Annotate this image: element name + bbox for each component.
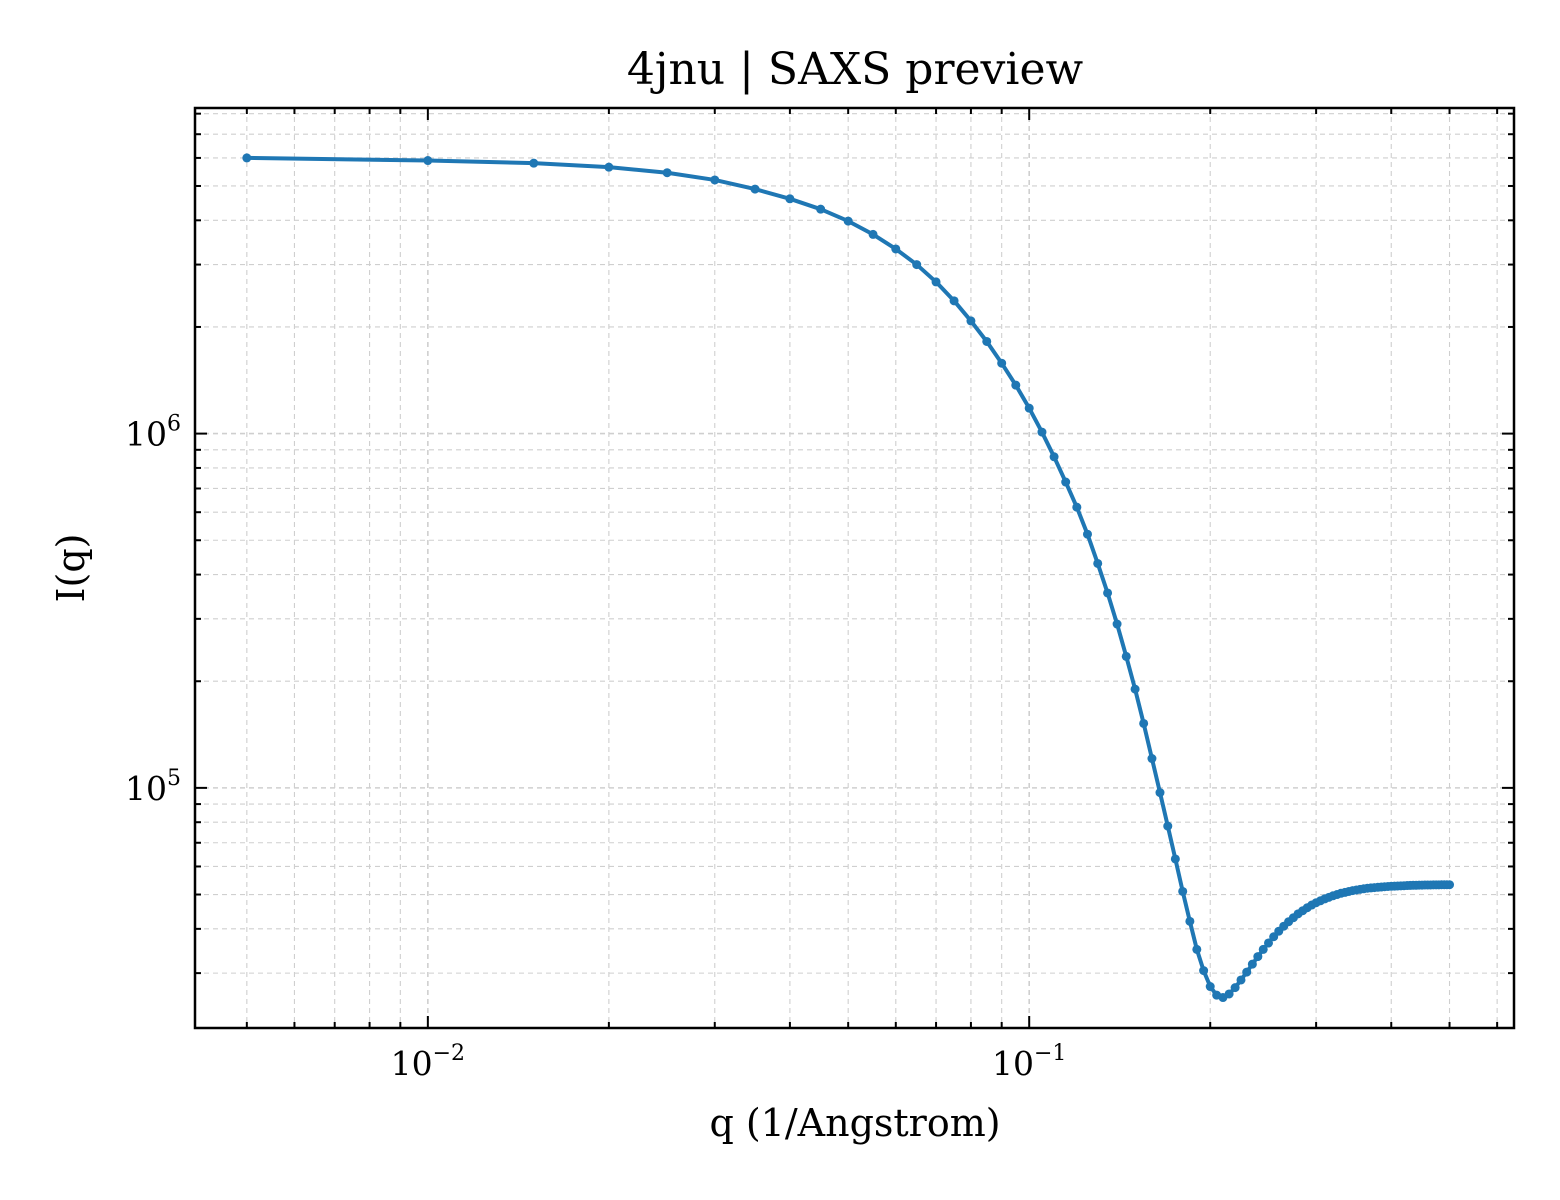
data-point bbox=[1061, 477, 1071, 487]
data-point bbox=[912, 260, 922, 270]
data-point bbox=[1242, 967, 1252, 977]
chart-title: 4jnu | SAXS preview bbox=[627, 44, 1084, 95]
data-point bbox=[1178, 886, 1188, 896]
data-point bbox=[1024, 403, 1034, 413]
data-point bbox=[1093, 558, 1103, 568]
plot-frame bbox=[193, 106, 1516, 1030]
data-point bbox=[1445, 880, 1455, 890]
data-point bbox=[604, 162, 614, 172]
data-point bbox=[1147, 754, 1157, 764]
y-axis-label: I(q) bbox=[49, 534, 93, 603]
data-point bbox=[1253, 952, 1263, 962]
data-point bbox=[785, 194, 795, 204]
data-point bbox=[1192, 944, 1202, 954]
data-point bbox=[710, 175, 720, 185]
data-point bbox=[949, 296, 959, 306]
data-point bbox=[1170, 854, 1180, 864]
data-point bbox=[1224, 989, 1234, 999]
data-point bbox=[1139, 718, 1149, 728]
data-point bbox=[1230, 983, 1240, 993]
data-point bbox=[1205, 982, 1215, 992]
data-point bbox=[966, 316, 976, 326]
tick-label-layer: 10−2 10−1 105 106 bbox=[125, 412, 1066, 1083]
data-point bbox=[1112, 619, 1122, 629]
data-point bbox=[1103, 588, 1113, 598]
data-point bbox=[1258, 944, 1268, 954]
data-point bbox=[891, 244, 901, 254]
series-layer bbox=[242, 153, 1455, 1003]
grid-layer bbox=[195, 108, 1514, 1028]
data-point bbox=[423, 156, 433, 166]
data-point bbox=[1247, 959, 1257, 969]
data-point bbox=[997, 358, 1007, 368]
data-point bbox=[1264, 938, 1273, 948]
data-point bbox=[1185, 916, 1195, 926]
x-tick-label: 10−1 bbox=[992, 1041, 1066, 1083]
data-point bbox=[1082, 529, 1092, 539]
data-point bbox=[843, 216, 853, 226]
data-point bbox=[1130, 684, 1140, 694]
data-point bbox=[1011, 380, 1021, 390]
data-point bbox=[982, 336, 992, 346]
data-point bbox=[750, 184, 760, 194]
data-point bbox=[1121, 651, 1131, 661]
data-point bbox=[662, 168, 672, 178]
data-point bbox=[1236, 975, 1246, 985]
data-point bbox=[1163, 821, 1173, 831]
data-point bbox=[1072, 502, 1082, 512]
data-point bbox=[1049, 452, 1059, 462]
data-point bbox=[868, 229, 878, 239]
data-point bbox=[529, 158, 539, 168]
y-tick-label: 105 bbox=[125, 766, 181, 808]
data-point bbox=[1037, 427, 1047, 437]
data-point bbox=[816, 204, 826, 214]
data-point bbox=[1155, 788, 1165, 798]
y-tick-label: 106 bbox=[125, 412, 181, 454]
x-tick-label: 10−2 bbox=[391, 1041, 465, 1083]
data-point bbox=[1199, 966, 1209, 976]
x-axis-label: q (1/Angstrom) bbox=[709, 1101, 1000, 1145]
data-point bbox=[931, 277, 941, 287]
data-point bbox=[242, 153, 252, 163]
